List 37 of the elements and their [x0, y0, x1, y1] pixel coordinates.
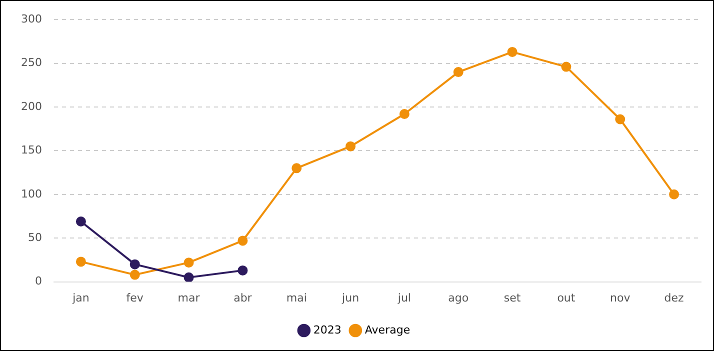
point: [346, 141, 356, 152]
x-tick-label: jul: [396, 291, 412, 304]
x-tick-label: mar: [178, 291, 200, 304]
y-tick-label: 150: [20, 144, 42, 157]
x-tick-label: dez: [664, 291, 684, 304]
point: [238, 265, 248, 276]
x-tick-label: out: [557, 291, 576, 304]
x-tick-label: jun: [341, 291, 360, 304]
x-tick-label: fev: [126, 291, 144, 304]
legend-label: Average: [364, 323, 410, 336]
point: [76, 256, 86, 267]
y-tick-label: 200: [20, 100, 42, 113]
x-tick-label: jan: [72, 291, 90, 304]
point: [184, 272, 194, 282]
legend-label: 2023: [313, 323, 342, 336]
point: [130, 259, 140, 270]
y-tick-label: 0: [34, 274, 42, 288]
x-tick-label: nov: [610, 291, 631, 304]
x-tick-label: ago: [448, 291, 469, 304]
point: [453, 67, 464, 78]
x-tick-label: abr: [234, 291, 252, 304]
x-tick-label: mai: [286, 291, 307, 304]
y-tick-label: 100: [20, 187, 42, 200]
point: [76, 216, 86, 226]
point: [669, 189, 680, 200]
point: [399, 108, 410, 119]
y-tick-label: 300: [20, 12, 42, 26]
point: [130, 270, 140, 280]
point: [238, 236, 248, 246]
point: [615, 114, 626, 124]
x-tick-label: set: [504, 291, 522, 304]
y-tick-label: 250: [20, 56, 42, 70]
point: [507, 46, 518, 57]
y-tick-label: 50: [28, 230, 42, 244]
point: [561, 62, 572, 72]
point: [292, 163, 302, 174]
point: [184, 258, 194, 268]
